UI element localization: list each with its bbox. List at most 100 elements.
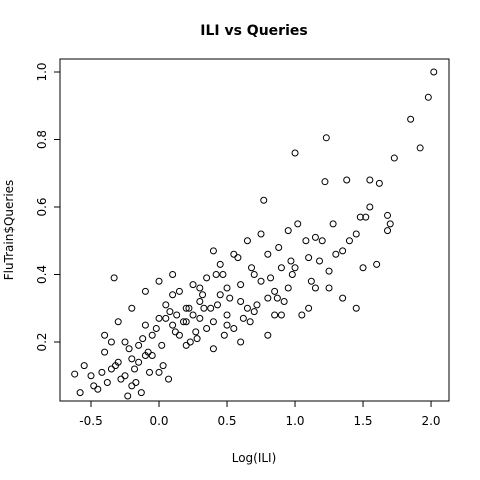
point — [182, 304, 190, 312]
point — [248, 264, 256, 272]
point — [250, 271, 258, 279]
point — [175, 331, 183, 339]
point — [145, 368, 153, 376]
point — [141, 352, 149, 360]
point — [264, 250, 272, 258]
x-tick-label: 1.0 — [285, 414, 304, 428]
point — [321, 178, 329, 186]
x-tick-label: 1.5 — [353, 414, 372, 428]
point — [284, 227, 292, 235]
point — [162, 314, 170, 322]
point — [121, 372, 129, 380]
point — [158, 341, 166, 349]
point — [329, 220, 337, 228]
point — [107, 338, 115, 346]
point — [135, 341, 143, 349]
point — [199, 291, 207, 299]
y-axis-label: FluTrain$Queries — [2, 180, 16, 281]
point — [288, 271, 296, 279]
point — [203, 274, 211, 282]
y-tick-label: 0.2 — [35, 332, 49, 351]
point — [316, 257, 324, 265]
point — [135, 358, 143, 366]
point — [375, 179, 383, 187]
point — [196, 284, 204, 292]
point — [200, 304, 208, 312]
point — [128, 304, 136, 312]
point — [291, 149, 299, 157]
point — [339, 294, 347, 302]
y-tick-label: 1.0 — [35, 62, 49, 81]
point — [237, 298, 245, 306]
point — [207, 304, 215, 312]
point — [307, 277, 315, 285]
point — [101, 331, 109, 339]
point — [137, 389, 145, 397]
point — [271, 311, 279, 319]
point — [305, 304, 313, 312]
x-axis-label: Log(ILI) — [232, 451, 277, 465]
point — [90, 382, 98, 390]
point — [253, 301, 261, 309]
point — [366, 176, 374, 184]
point — [148, 331, 156, 339]
point — [359, 264, 367, 272]
point — [223, 311, 231, 319]
point — [332, 250, 340, 258]
point — [390, 154, 398, 162]
point — [220, 331, 228, 339]
point — [162, 301, 170, 309]
point — [110, 274, 118, 282]
point — [311, 284, 319, 292]
point — [182, 318, 190, 326]
point — [366, 203, 374, 211]
point — [216, 291, 224, 299]
y-tick-label: 0.4 — [35, 265, 49, 284]
point — [203, 325, 211, 333]
point — [141, 321, 149, 329]
point — [209, 247, 217, 255]
x-tick-label: -0.5 — [79, 414, 102, 428]
point — [345, 237, 353, 245]
point — [271, 287, 279, 295]
point — [291, 264, 299, 272]
point — [264, 294, 272, 302]
point — [294, 220, 302, 228]
point — [325, 267, 333, 275]
point — [424, 93, 432, 101]
point — [148, 352, 156, 360]
point — [131, 365, 139, 373]
point — [155, 368, 163, 376]
point — [155, 277, 163, 285]
point — [339, 247, 347, 255]
point — [322, 134, 330, 142]
point — [169, 271, 177, 279]
x-tick-label: 0.0 — [149, 414, 168, 428]
point — [239, 314, 247, 322]
point — [230, 325, 238, 333]
point — [243, 304, 251, 312]
point — [128, 382, 136, 390]
point — [189, 281, 197, 289]
point — [305, 254, 313, 262]
point — [223, 321, 231, 329]
point — [117, 375, 125, 383]
point — [219, 271, 227, 279]
point — [114, 318, 122, 326]
point — [250, 308, 258, 316]
point — [182, 341, 190, 349]
point — [277, 311, 285, 319]
point — [196, 298, 204, 306]
x-tick-label: 2.0 — [421, 414, 440, 428]
point — [94, 385, 102, 393]
point — [121, 338, 129, 346]
point — [169, 291, 177, 299]
point — [193, 335, 201, 343]
point — [275, 243, 283, 251]
point — [141, 287, 149, 295]
point — [302, 237, 310, 245]
point — [152, 325, 160, 333]
y-tick-label: 0.6 — [35, 197, 49, 216]
point — [267, 274, 275, 282]
